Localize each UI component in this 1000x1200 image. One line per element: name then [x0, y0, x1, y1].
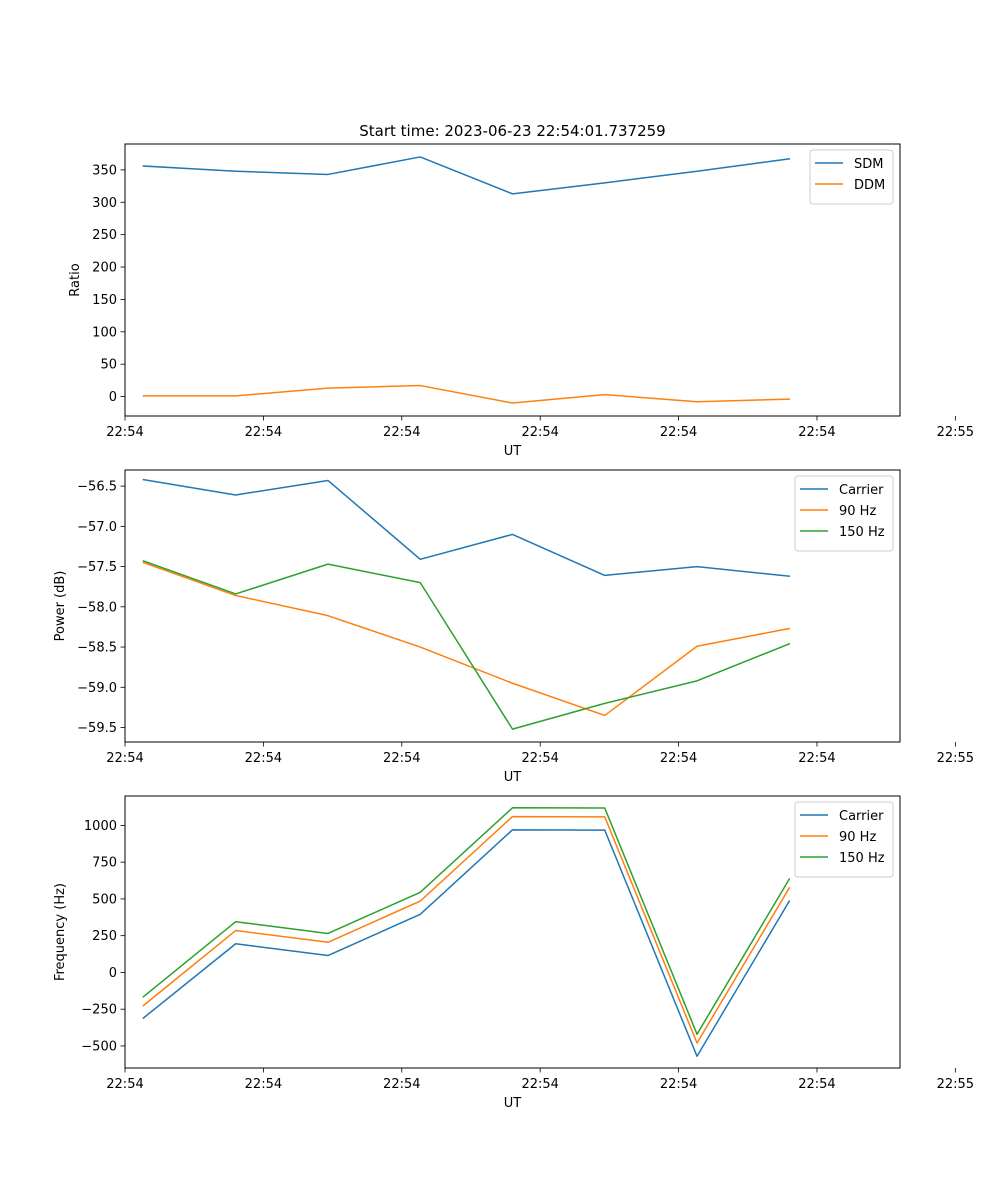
y-tick-label: 500: [92, 892, 117, 907]
series-line-carrier: [142, 478, 791, 578]
y-tick-label: −57.0: [77, 520, 117, 535]
y-tick-label: 0: [109, 390, 117, 405]
x-tick-label: 22:54: [521, 1077, 558, 1092]
y-tick-label: 250: [92, 929, 117, 944]
x-tick-label: 22:54: [521, 751, 558, 766]
axes-frame: [124, 469, 901, 743]
y-tick-label: 350: [92, 163, 117, 178]
subplot-3: 22:54 22:54 22:54 22:54 22:54 22:54 22:55 −500 −…: [53, 795, 974, 1111]
axes-frame: [124, 143, 901, 417]
x-tick-label: 22:54: [106, 751, 143, 766]
axes-frame: [124, 795, 901, 1069]
y-tick-label: −59.0: [77, 681, 117, 696]
x-tick-label: 22:54: [798, 425, 835, 440]
legend-label: 90 Hz: [839, 504, 876, 519]
series-line-ddm: [142, 384, 791, 404]
x-tick-label: 22:54: [383, 1077, 420, 1092]
legend: SDM DDM: [809, 149, 894, 205]
y-axis-label: Ratio: [68, 263, 83, 296]
series-line-90-hz: [142, 815, 791, 1044]
y-tick-label: 200: [92, 261, 117, 276]
x-tick-label: 22:54: [660, 751, 697, 766]
series-line-150-hz: [142, 559, 791, 730]
series-line-90-hz: [142, 561, 791, 717]
x-tick-label: 22:54: [245, 1077, 282, 1092]
subplots: 22:54 22:54 22:54 22:54 22:54 22:54 22:55 0 50 10…: [53, 143, 974, 1111]
legend-label: Carrier: [839, 483, 884, 498]
legend-label: 150 Hz: [839, 851, 885, 866]
legend-frame: [794, 801, 894, 878]
x-tick-label: 22:55: [937, 425, 974, 440]
x-tick-label: 22:54: [245, 751, 282, 766]
x-tick-label: 22:55: [937, 751, 974, 766]
y-tick-label: −59.5: [77, 721, 117, 736]
x-tick-label: 22:54: [660, 425, 697, 440]
legend: Carrier 90 Hz 150 Hz: [794, 475, 894, 552]
y-tick-label: 750: [92, 856, 117, 871]
y-tick-label: −250: [81, 1003, 117, 1018]
y-tick-label: 0: [109, 966, 117, 981]
y-tick-label: 1000: [84, 819, 117, 834]
x-tick-label: 22:54: [798, 1077, 835, 1092]
x-tick-label: 22:54: [383, 751, 420, 766]
y-tick-label: 150: [92, 293, 117, 308]
x-axis-label: UT: [504, 444, 522, 459]
y-tick-label: −57.5: [77, 560, 117, 575]
y-tick-label: −500: [81, 1039, 117, 1054]
legend-label: DDM: [854, 178, 885, 193]
y-axis-label: Power (dB): [53, 571, 68, 642]
x-tick-label: 22:54: [660, 1077, 697, 1092]
series-line-150-hz: [142, 807, 791, 1035]
y-tick-label: 300: [92, 196, 117, 211]
subplot-1: 22:54 22:54 22:54 22:54 22:54 22:54 22:55 0 50 10…: [68, 143, 974, 459]
x-axis-label: UT: [504, 770, 522, 785]
y-axis-label: Frequency (Hz): [53, 883, 68, 981]
x-tick-label: 22:54: [521, 425, 558, 440]
legend-label: 150 Hz: [839, 525, 885, 540]
y-tick-label: 250: [92, 228, 117, 243]
legend-label: Carrier: [839, 809, 884, 824]
subplot-2: 22:54 22:54 22:54 22:54 22:54 22:54 22:55 −59.5…: [53, 469, 974, 785]
y-tick-label: −58.0: [77, 600, 117, 615]
series-line-carrier: [142, 829, 791, 1057]
x-tick-label: 22:54: [106, 425, 143, 440]
x-tick-label: 22:55: [937, 1077, 974, 1092]
x-tick-label: 22:54: [798, 751, 835, 766]
y-tick-label: 50: [100, 358, 117, 373]
legend-label: SDM: [854, 157, 883, 172]
series-line-sdm: [142, 156, 791, 195]
x-axis-label: UT: [504, 1096, 522, 1111]
y-tick-label: 100: [92, 325, 117, 340]
y-tick-label: −56.5: [77, 480, 117, 495]
figure-title: Start time: 2023-06-23 22:54:01.737259: [359, 122, 665, 140]
y-tick-label: −58.5: [77, 641, 117, 656]
legend: Carrier 90 Hz 150 Hz: [794, 801, 894, 878]
legend-label: 90 Hz: [839, 830, 876, 845]
x-tick-label: 22:54: [383, 425, 420, 440]
legend-frame: [794, 475, 894, 552]
x-tick-label: 22:54: [106, 1077, 143, 1092]
x-tick-label: 22:54: [245, 425, 282, 440]
